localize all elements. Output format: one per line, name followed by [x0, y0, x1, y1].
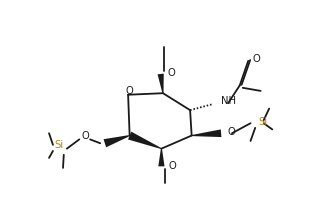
Polygon shape [158, 149, 164, 166]
Text: NH: NH [221, 96, 236, 106]
Text: O: O [125, 86, 133, 96]
Polygon shape [128, 132, 162, 149]
Text: O: O [82, 131, 89, 141]
Polygon shape [158, 74, 164, 93]
Text: O: O [253, 54, 261, 64]
Polygon shape [192, 129, 221, 137]
Text: Si: Si [55, 140, 64, 150]
Polygon shape [104, 135, 130, 147]
Text: Si: Si [258, 117, 267, 127]
Text: O: O [168, 68, 175, 78]
Text: O: O [227, 127, 235, 137]
Text: O: O [169, 161, 176, 171]
